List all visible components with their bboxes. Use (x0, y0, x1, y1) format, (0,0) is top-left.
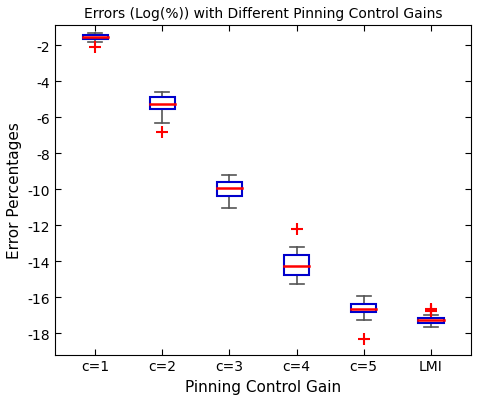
Bar (284, 255, 309, 275)
Y-axis label: Error Percentages: Error Percentages (7, 122, 22, 259)
Bar (150, 98, 175, 110)
X-axis label: Pinning Control Gain: Pinning Control Gain (185, 379, 341, 394)
Bar (351, 304, 377, 312)
Bar (418, 318, 444, 323)
Bar (83, 36, 108, 40)
Title: Errors (Log(%)) with Different Pinning Control Gains: Errors (Log(%)) with Different Pinning C… (84, 7, 442, 21)
Bar (217, 182, 242, 197)
